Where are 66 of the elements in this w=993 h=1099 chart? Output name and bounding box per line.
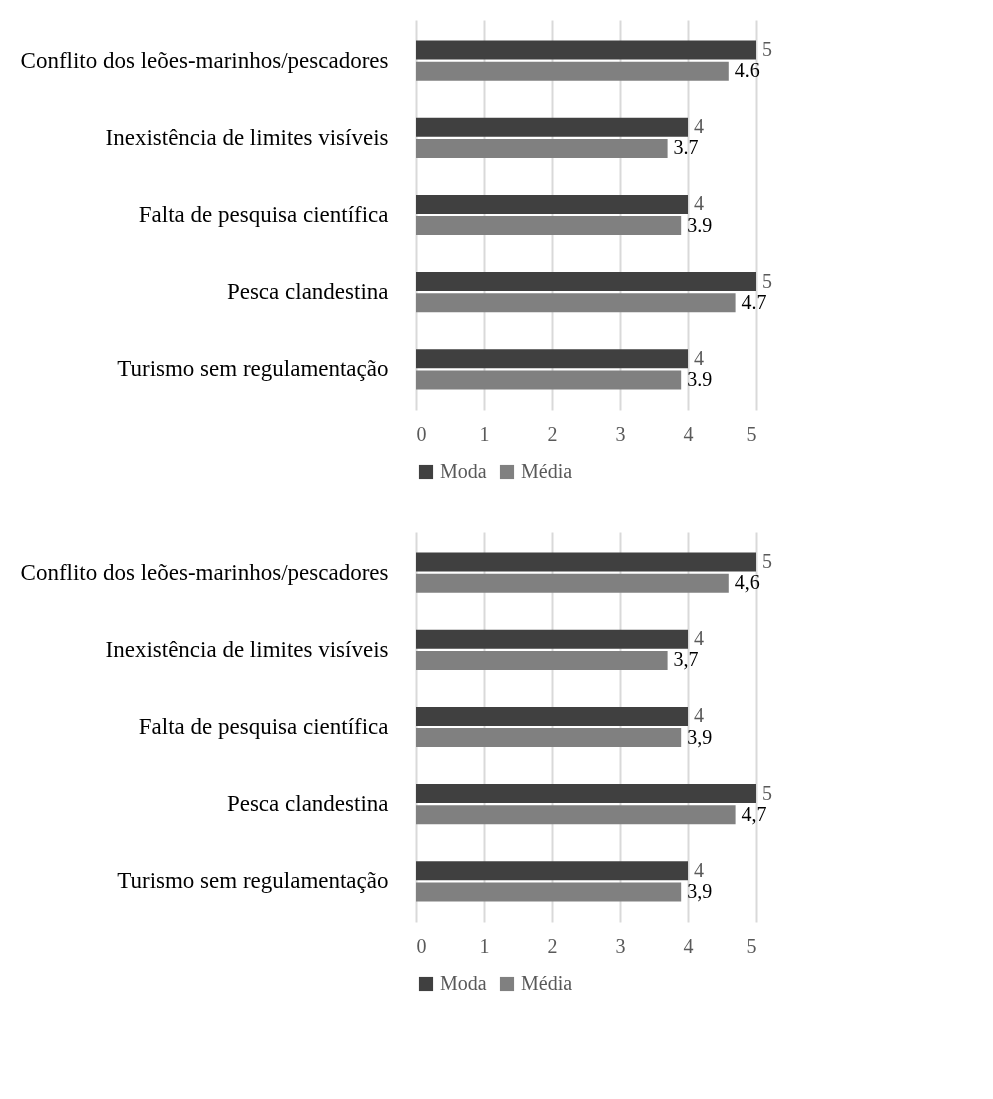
y-tick-label: Pesca clandestina — [226, 279, 389, 305]
data-label: 4 — [694, 627, 704, 650]
data-label: 5 — [762, 781, 772, 804]
bar — [416, 784, 756, 804]
bar — [416, 552, 756, 572]
x-tick-label: 0 — [416, 934, 427, 957]
bar — [416, 40, 756, 60]
bar — [416, 882, 682, 902]
bar — [416, 629, 688, 649]
bar — [416, 293, 736, 313]
bar — [416, 61, 729, 81]
legend-label: Moda — [440, 972, 487, 994]
x-tick-label: 5 — [746, 422, 757, 445]
bar — [416, 349, 688, 369]
data-label: 4 — [694, 192, 704, 215]
x-tick-label: 4 — [683, 422, 694, 445]
data-label: 3.9 — [687, 213, 713, 236]
y-tick-label: Conflito dos leões-marinhos/pescadores — [20, 559, 389, 585]
bar — [416, 728, 682, 748]
data-label: 3,7 — [673, 648, 699, 671]
data-label: 3.7 — [673, 136, 699, 159]
data-label: 5 — [762, 269, 772, 292]
bar — [416, 650, 668, 670]
bar — [416, 805, 736, 825]
legend-label: Moda — [440, 460, 487, 482]
bar — [416, 706, 688, 726]
y-tick-label: Inexistência de limites visíveis — [105, 124, 389, 150]
bar — [416, 861, 688, 881]
data-label: 3,9 — [687, 880, 713, 903]
legend-label: Média — [521, 460, 573, 482]
data-label: 3.9 — [687, 368, 713, 391]
data-label: 4 — [694, 115, 704, 138]
data-label: 5 — [762, 37, 772, 60]
x-tick-label: 1 — [479, 422, 490, 445]
x-tick-label: 4 — [683, 934, 694, 957]
x-tick-label: 1 — [479, 934, 490, 957]
bar — [416, 194, 688, 214]
data-label: 3,9 — [687, 725, 713, 748]
y-tick-label: Conflito dos leões-marinhos/pescadores — [20, 47, 389, 73]
y-tick-label: Turismo sem regulamentação — [117, 356, 389, 382]
y-tick-label: Falta de pesquisa científica — [138, 714, 389, 739]
data-label: 4 — [694, 858, 704, 881]
data-label: 5 — [762, 549, 772, 572]
legend-label: Média — [521, 972, 573, 994]
y-tick-label: Inexistência de limites visíveis — [105, 636, 389, 662]
x-tick-label: 3 — [615, 422, 626, 445]
data-label: 4,6 — [734, 571, 760, 594]
x-tick-label: 5 — [746, 934, 757, 957]
x-tick-label: 3 — [615, 934, 626, 957]
data-label: 4 — [694, 704, 704, 727]
bar — [416, 117, 688, 137]
y-tick-label: Turismo sem regulamentação — [117, 868, 389, 894]
bar — [416, 138, 668, 158]
y-tick-label: Falta de pesquisa científica — [138, 202, 389, 227]
x-tick-label: 2 — [547, 422, 558, 445]
data-label: 4.6 — [734, 59, 760, 82]
y-tick-label: Pesca clandestina — [226, 791, 389, 817]
data-label: 4,7 — [741, 802, 767, 825]
x-tick-label: 0 — [416, 422, 427, 445]
bar — [416, 272, 756, 292]
x-tick-label: 2 — [547, 934, 558, 957]
data-label: 4.7 — [741, 290, 767, 313]
bar — [416, 573, 729, 593]
bar — [416, 216, 682, 236]
bar — [416, 370, 682, 390]
data-label: 4 — [694, 346, 704, 369]
